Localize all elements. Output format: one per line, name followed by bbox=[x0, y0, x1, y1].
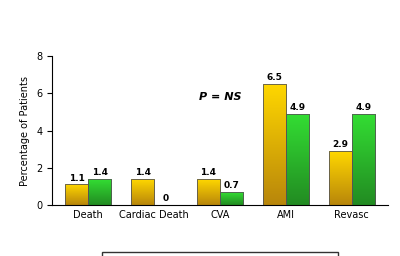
Text: www.medscape.com: www.medscape.com bbox=[140, 9, 260, 22]
Text: 4.9: 4.9 bbox=[355, 103, 371, 112]
Y-axis label: Percentage of Patients: Percentage of Patients bbox=[20, 76, 30, 186]
Bar bbox=[88, 179, 111, 205]
Text: 2.9: 2.9 bbox=[332, 140, 348, 149]
Bar bbox=[263, 84, 286, 205]
Bar bbox=[220, 192, 243, 205]
Text: 4.9: 4.9 bbox=[289, 103, 306, 112]
Text: 1.4: 1.4 bbox=[134, 168, 150, 177]
Bar bbox=[286, 114, 309, 205]
Text: P = NS: P = NS bbox=[199, 92, 241, 102]
Text: Medscape®: Medscape® bbox=[12, 9, 90, 22]
Bar bbox=[329, 151, 352, 205]
Text: 0: 0 bbox=[162, 194, 169, 203]
Text: 6.5: 6.5 bbox=[266, 73, 282, 82]
Text: 0.7: 0.7 bbox=[224, 181, 240, 190]
Bar bbox=[352, 114, 375, 205]
Legend: On-Pump (n = 139), Off-Pump (n = 142): On-Pump (n = 139), Off-Pump (n = 142) bbox=[102, 252, 338, 256]
Bar bbox=[65, 184, 88, 205]
Text: 1.4: 1.4 bbox=[200, 168, 216, 177]
Bar bbox=[131, 179, 154, 205]
Bar bbox=[197, 179, 220, 205]
Text: 1.1: 1.1 bbox=[69, 174, 85, 183]
Text: 1.4: 1.4 bbox=[92, 168, 108, 177]
